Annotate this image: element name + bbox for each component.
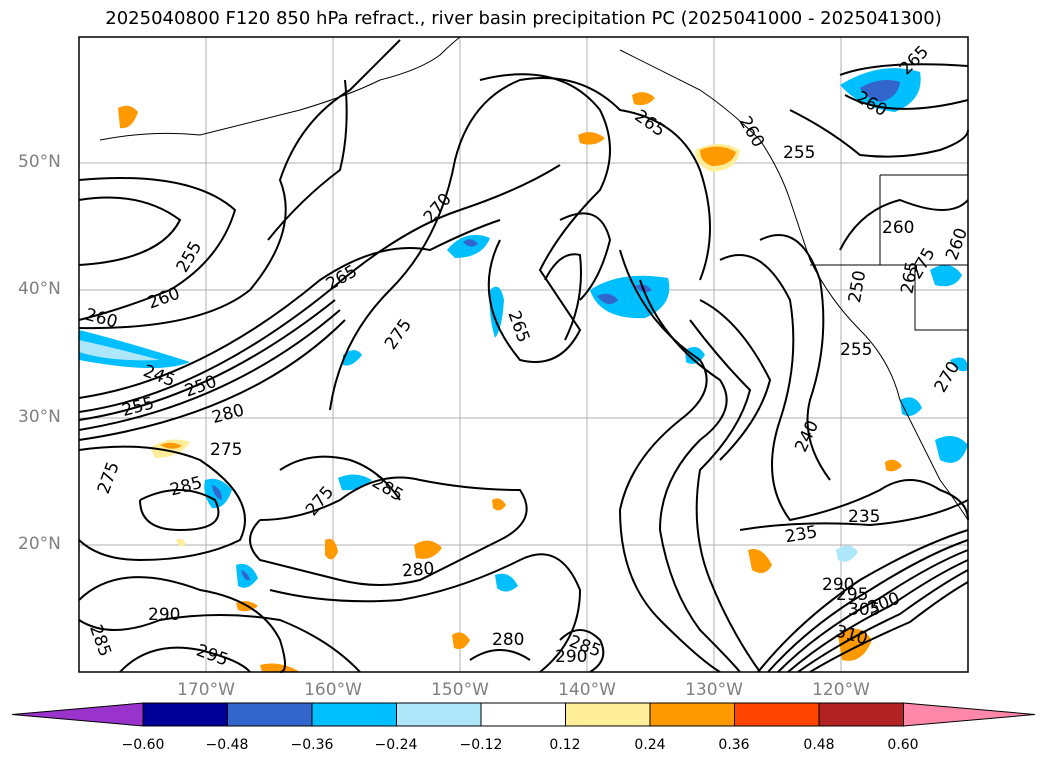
colorbar-tick-label: 0.24 — [634, 737, 666, 753]
contour-label-group: 265 260 265 260 255 270 255 260 260 265 … — [83, 42, 972, 670]
contour-label: 235 — [783, 522, 818, 547]
map-frame — [78, 36, 969, 673]
colorbar-tick-label: −0.60 — [121, 737, 165, 753]
colorbar-segment — [818, 702, 904, 727]
contour-label: 300 — [865, 589, 902, 619]
contour-label: 305 — [848, 600, 880, 620]
contour-label: 255 — [173, 238, 207, 276]
contour-label: 295 — [194, 641, 231, 671]
contour-label: 260 — [882, 218, 914, 238]
coastlines — [99, 36, 969, 521]
contour-label: 250 — [845, 269, 870, 304]
contour-label: 265 — [631, 106, 669, 141]
colorbar-tick-label: 0.60 — [887, 737, 919, 753]
colorbar-tick-label: 0.48 — [803, 737, 835, 753]
colorbar-extend-high — [903, 702, 1036, 727]
contour-label: 270 — [420, 190, 456, 228]
colorbar-segment — [565, 702, 651, 727]
contour-label: 255 — [120, 393, 157, 421]
contour-label: 235 — [848, 507, 880, 527]
contour-label: 240 — [791, 418, 823, 456]
lon-label: 150°W — [431, 680, 489, 700]
contour-label: 265 — [503, 308, 533, 345]
lon-label: 140°W — [558, 680, 616, 700]
colorbar-extend-low — [11, 702, 144, 727]
contour-label: 255 — [840, 340, 872, 360]
colorbar-tick-label: −0.48 — [205, 737, 249, 753]
gridlines — [79, 37, 968, 672]
colorbar-segment — [480, 702, 566, 727]
lat-label: 20°N — [18, 534, 61, 554]
lat-label: 30°N — [18, 407, 61, 427]
lat-label: 40°N — [18, 279, 61, 299]
colorbar-segment — [649, 702, 735, 727]
contour-label: 295 — [836, 585, 868, 605]
lon-label: 120°W — [812, 680, 870, 700]
colorbar-segment — [227, 702, 313, 727]
colorbar-tick-label: 0.12 — [549, 737, 581, 753]
contour-label: 275 — [381, 315, 416, 353]
lon-label: 160°W — [304, 680, 362, 700]
contour-lines — [78, 39, 969, 673]
contour-label: 290 — [555, 647, 587, 667]
map-title: 2025040800 F120 850 hPa refract., river … — [105, 8, 942, 29]
contour-label: 285 — [85, 622, 115, 659]
colorbar-segment — [734, 702, 820, 727]
lon-label: 170°W — [177, 680, 235, 700]
lon-label: 130°W — [685, 680, 743, 700]
shaded-patches — [79, 68, 968, 672]
lat-label: 50°N — [18, 152, 61, 172]
contour-label: 275 — [210, 440, 242, 460]
colorbar — [11, 702, 1036, 727]
colorbar-segment — [142, 702, 228, 727]
contour-label: 290 — [148, 605, 180, 625]
colorbar-tick-label: −0.36 — [290, 737, 334, 753]
contour-label: 290 — [822, 575, 854, 595]
colorbar-tick-label: 0.36 — [718, 737, 750, 753]
contour-label: 250 — [182, 372, 219, 402]
contour-label: 280 — [492, 630, 524, 650]
colorbar-tick-label: −0.24 — [374, 737, 418, 753]
colorbar-tick-label: −0.12 — [459, 737, 503, 753]
contour-label: 255 — [783, 143, 815, 163]
colorbar-segment — [396, 702, 482, 727]
contour-label: 280 — [401, 559, 435, 582]
contour-label: 275 — [94, 459, 124, 496]
contour-label: 285 — [168, 473, 205, 501]
colorbar-segment — [311, 702, 397, 727]
contour-label: 260 — [145, 284, 182, 314]
